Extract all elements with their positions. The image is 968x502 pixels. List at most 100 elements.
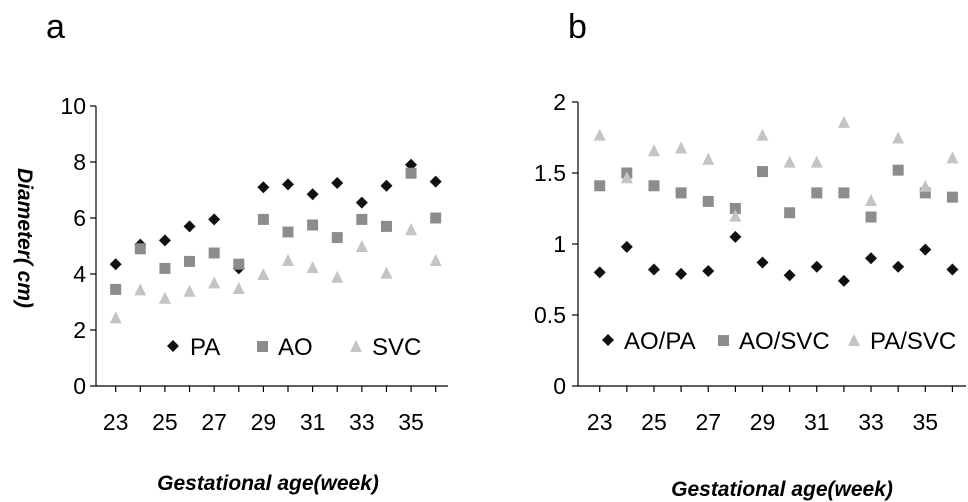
point-svc [134, 283, 147, 296]
y-tick-label: 8 [73, 149, 86, 175]
x-tick-label: 33 [858, 409, 884, 435]
x-tick-label: 35 [398, 409, 424, 435]
x-tick-label: 35 [913, 409, 939, 435]
y-tick-label: 2 [553, 89, 566, 115]
point-pa [208, 213, 221, 226]
point-pa-svc [919, 179, 932, 192]
y-tick-label: 0.5 [534, 302, 566, 328]
panel-a-letter: a [46, 8, 65, 46]
x-tick-label: 31 [804, 409, 830, 435]
x-tick-label: 25 [641, 409, 667, 435]
point-svc [282, 254, 294, 266]
point-ao [282, 226, 294, 238]
point-pa-svc [810, 155, 823, 168]
x-tick-label: 29 [251, 409, 277, 435]
x-tick-label: 29 [750, 409, 776, 435]
point-pa-svc [865, 193, 878, 206]
point-ao [257, 213, 269, 225]
y-tick-label: 10 [60, 93, 86, 119]
panel-b-x-axis-title: Gestational age(week) [671, 478, 893, 501]
point-ao [159, 262, 171, 274]
point-ao-svc [675, 187, 687, 199]
point-ao-pa [837, 274, 850, 287]
panel-a-x-ticks: 23 25 27 29 31 33 35 [103, 386, 437, 435]
point-svc [183, 284, 196, 297]
panel-b-letter: b [568, 8, 587, 46]
point-ao-svc [757, 166, 769, 178]
point-ao-svc [838, 187, 850, 199]
point-ao [233, 258, 245, 270]
point-svc [306, 261, 319, 273]
point-pa-svc [593, 128, 606, 141]
point-pa [158, 234, 171, 247]
y-tick-label: 2 [73, 317, 86, 343]
point-ao-svc [594, 180, 606, 192]
point-ao [430, 212, 442, 224]
point-ao-pa [919, 243, 932, 256]
x-tick-label: 23 [103, 409, 129, 435]
legend-item-ao-pa: AO/PA [602, 328, 696, 355]
y-tick-label: 6 [73, 205, 86, 231]
panel-a: a 0 2 4 6 8 10 23 25 27 29 31 33 35 Diameter( cm) G… [13, 8, 448, 495]
legend-label-pa-svc: PA/SVC [870, 328, 956, 355]
point-pa-svc [892, 131, 905, 144]
legend-label-pa: PA [190, 334, 220, 361]
point-pa-svc [620, 171, 633, 184]
point-ao [356, 213, 368, 225]
point-ao-svc [811, 187, 823, 199]
point-pa-svc [675, 141, 688, 154]
legend-item-ao-svc: AO/SVC [718, 328, 830, 355]
point-ao-svc [784, 207, 796, 219]
point-pa-svc [729, 209, 742, 222]
legend-label-ao-svc: AO/SVC [739, 328, 830, 355]
legend-item-ao: AO [257, 334, 313, 361]
x-tick-label: 27 [695, 409, 721, 435]
point-ao-pa [675, 267, 688, 280]
point-ao-pa [946, 263, 959, 276]
panel-b-legend: AO/PA AO/SVC PA/SVC [602, 328, 956, 355]
legend-item-pa: PA [167, 334, 220, 361]
point-pa [380, 179, 393, 192]
x-tick-label: 33 [349, 409, 375, 435]
point-pa-svc [647, 144, 660, 157]
point-ao-svc [648, 180, 660, 192]
x-tick-label: 27 [201, 409, 227, 435]
legend-item-svc: SVC [350, 334, 421, 361]
y-tick-label: 1.5 [534, 160, 566, 186]
point-svc [429, 254, 442, 266]
point-pa-svc [702, 152, 715, 165]
point-ao [331, 232, 343, 244]
point-pa-svc [783, 155, 796, 168]
panel-b-y-ticks: 0 0.5 1 1.5 2 [534, 89, 578, 399]
panel-b-x-ticks: 23 25 27 29 31 33 35 [587, 386, 954, 435]
point-ao-svc [919, 187, 931, 199]
panel-b-points [593, 115, 959, 287]
point-ao [208, 247, 220, 259]
legend-marker-svc [350, 340, 362, 352]
point-pa [331, 177, 344, 189]
point-svc [331, 270, 344, 283]
panel-a-legend: PA AO SVC [167, 334, 421, 361]
panel-a-y-ticks: 0 2 4 6 8 10 [60, 93, 96, 399]
point-svc [355, 240, 368, 252]
legend-label-ao-pa: AO/PA [624, 328, 696, 355]
point-ao-pa [865, 252, 878, 265]
point-pa-svc [837, 115, 850, 128]
panel-b: b 0 0.5 1 1.5 2 23 25 27 29 31 33 35 Gestational a… [534, 8, 966, 501]
legend-label-ao: AO [278, 334, 313, 361]
legend-marker-ao [257, 341, 268, 352]
point-svc [158, 291, 171, 304]
legend-marker-ao-pa [602, 334, 614, 346]
panel-a-points [109, 158, 442, 324]
point-pa [109, 258, 122, 271]
panel-a-y-axis-title: Diameter( cm) [13, 168, 36, 308]
point-ao-pa [647, 263, 660, 276]
x-tick-label: 25 [152, 409, 178, 435]
point-ao-svc [729, 203, 741, 214]
legend-marker-ao-svc [718, 335, 729, 346]
y-tick-label: 0 [73, 373, 86, 399]
point-svc [257, 268, 270, 280]
point-ao [184, 255, 196, 267]
point-ao-pa [620, 240, 633, 253]
